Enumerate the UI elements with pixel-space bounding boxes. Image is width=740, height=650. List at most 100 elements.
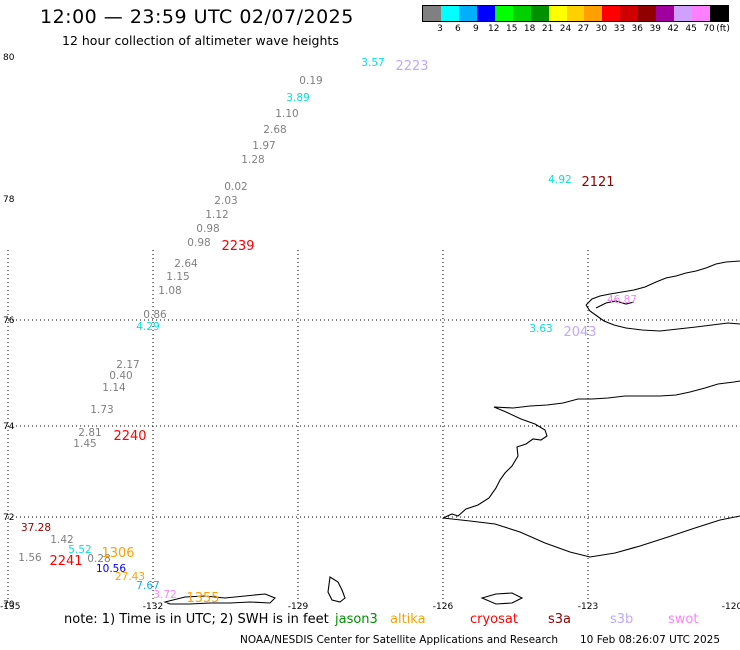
- map-grid: -135 -132 -129 -126 -123 -120 80 78 76 74 72 70: [0, 53, 740, 612]
- wave-height-value: 1.15: [166, 271, 189, 283]
- longitude-label: -129: [288, 602, 309, 612]
- color-swatch: [530, 6, 549, 21]
- coastline-island-north: [585, 260, 740, 306]
- wave-height-value: 1.28: [241, 154, 264, 166]
- color-swatch: [638, 6, 657, 21]
- color-swatch: [674, 6, 693, 21]
- wave-height-value: 1.73: [90, 404, 113, 416]
- track-time-label: 1355: [186, 591, 219, 606]
- longitude-label: -123: [578, 602, 598, 612]
- color-scale-tick: 18: [523, 24, 536, 34]
- wave-height-value: 37.28: [21, 522, 51, 534]
- color-swatch: [476, 6, 495, 21]
- coastline-islands-south: [163, 593, 276, 605]
- coastline-islet: [327, 576, 346, 603]
- color-swatch: [584, 6, 603, 21]
- color-swatch: [602, 6, 621, 21]
- track-time-label: 2223: [395, 59, 428, 74]
- wave-height-value: 2.81: [78, 427, 101, 439]
- note-text: note: 1) Time is in UTC; 2) SWH is in fe…: [64, 612, 329, 627]
- wave-height-value: 1.14: [102, 382, 126, 394]
- wave-height-value: 5.52: [68, 544, 91, 556]
- coastline: [163, 260, 740, 605]
- track-time-labels: 2223 2121 2239 2043 2240 1306 2241 1355: [49, 59, 614, 606]
- wave-height-value: 3.63: [529, 323, 552, 335]
- wave-height-value: 0.02: [224, 181, 247, 193]
- color-scale-tick: 6: [455, 24, 461, 34]
- wave-height-value: 3.89: [286, 92, 309, 104]
- color-scale-legend: 3 6 9 12 15 18 21 24 27 30 33 36 39 42 45 70 (ft): [422, 5, 740, 36]
- color-scale-tick: 15: [505, 24, 518, 34]
- longitude-label: -120: [722, 602, 740, 612]
- wave-height-value: 0.19: [299, 75, 322, 87]
- color-scale-bar: [422, 5, 729, 22]
- color-scale-tick: 70: [703, 24, 715, 34]
- wave-height-value: 1.56: [18, 552, 42, 564]
- track-time-label: 2239: [221, 239, 254, 254]
- page-subtitle: 12 hour collection of altimeter wave hei…: [62, 33, 339, 48]
- color-swatch: [512, 6, 531, 21]
- track-time-label: 2043: [563, 325, 596, 340]
- satellite-legend-item: jason3: [335, 612, 378, 627]
- satellite-legend: jason3 altika cryosat s3a s3b swot: [0, 612, 740, 630]
- color-swatch: [656, 6, 675, 21]
- color-scale-unit: (ft): [716, 24, 730, 34]
- color-swatch: [458, 6, 477, 21]
- wave-height-value: 2.68: [263, 124, 286, 136]
- satellite-legend-item: cryosat: [470, 612, 518, 627]
- color-scale-tick: 27: [577, 24, 590, 34]
- coastline-islets-east: [480, 592, 524, 605]
- wave-height-value: 1.45: [73, 438, 96, 450]
- color-scale-tick: 12: [488, 24, 500, 34]
- satellite-legend-item: s3a: [548, 612, 572, 627]
- wave-height-value: 2.03: [214, 195, 237, 207]
- track-time-label: 2241: [49, 554, 82, 569]
- satellite-legend-item: altika: [390, 612, 426, 627]
- wave-height-value: 2.64: [174, 258, 198, 270]
- track-time-label: 2121: [581, 175, 614, 190]
- color-scale-tick: 39: [649, 24, 661, 34]
- wave-height-value: 4.29: [136, 321, 159, 333]
- wave-height-value: 1.12: [205, 209, 228, 221]
- color-swatch: [710, 6, 728, 21]
- wave-height-value: 46.87: [607, 294, 637, 306]
- coastline-mainland: [442, 380, 740, 519]
- latitude-label: 80: [3, 53, 15, 63]
- satellite-legend-item: s3b: [610, 612, 634, 627]
- wave-height-value: 0.40: [109, 370, 132, 382]
- coastline-inlet: [595, 300, 635, 309]
- color-swatch: [692, 6, 710, 21]
- footer-timestamp: 10 Feb 08:26:07 UTC 2025: [580, 634, 720, 646]
- latitude-label: 70: [3, 600, 15, 610]
- wave-height-value: 27.43: [115, 571, 145, 583]
- color-scale-tick: 45: [685, 24, 697, 34]
- color-swatch: [620, 6, 639, 21]
- track-time-label: 2240: [113, 429, 146, 444]
- wave-height-value: 0.86: [143, 309, 167, 321]
- color-scale-tick: 21: [541, 24, 554, 34]
- color-swatch: [548, 6, 567, 21]
- color-scale-tick: 24: [559, 24, 572, 34]
- observation-labels: 0.19 3.89 1.10 2.68 1.97 1.28 0.02 2.03 1.12 0.98…: [18, 57, 637, 601]
- coastline-island-shore: [585, 304, 740, 332]
- page-title: 12:00 — 23:59 UTC 02/07/2025: [40, 6, 354, 28]
- wave-height-value: 10.56: [96, 563, 126, 575]
- latitude-label: 76: [3, 316, 15, 326]
- longitude-label: -132: [143, 602, 163, 612]
- wave-height-value: 0.98: [196, 223, 219, 235]
- footer-credit: NOAA/NESDIS Center for Satellite Applica…: [240, 634, 558, 646]
- satellite-legend-item: swot: [668, 612, 699, 627]
- wave-height-value: 3.57: [361, 57, 384, 69]
- color-scale-tick: 33: [613, 24, 626, 34]
- color-swatch: [423, 6, 441, 21]
- latitude-label: 78: [3, 195, 15, 205]
- color-scale-tick: 30: [595, 24, 608, 34]
- color-scale-tick: 42: [667, 24, 679, 34]
- wave-height-value: 7.67: [136, 580, 159, 592]
- longitude-label: -126: [433, 602, 454, 612]
- track-time-label: 1306: [101, 546, 134, 561]
- color-swatch: [566, 6, 585, 21]
- wave-height-value: 4.92: [548, 174, 571, 186]
- color-swatch: [440, 6, 459, 21]
